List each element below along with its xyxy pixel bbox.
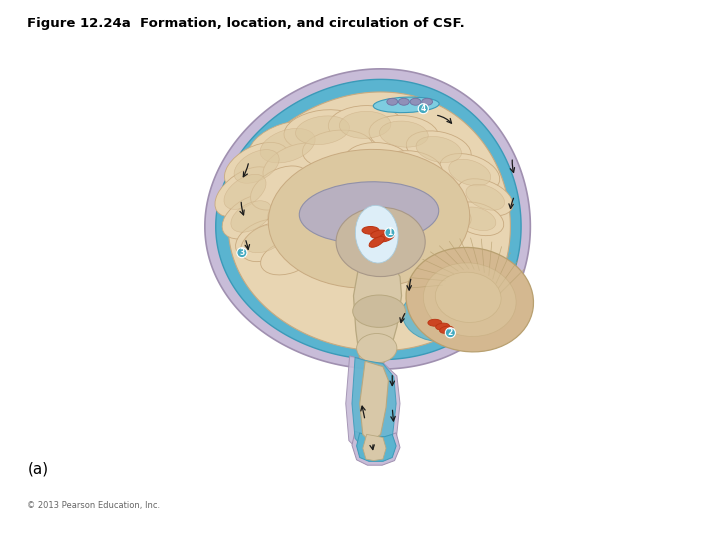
- Ellipse shape: [269, 150, 469, 288]
- Ellipse shape: [248, 121, 327, 170]
- Ellipse shape: [422, 98, 433, 105]
- Circle shape: [385, 228, 395, 238]
- Ellipse shape: [440, 326, 454, 333]
- Ellipse shape: [300, 182, 438, 244]
- Ellipse shape: [440, 153, 500, 192]
- Ellipse shape: [371, 230, 387, 238]
- Ellipse shape: [260, 129, 315, 163]
- Ellipse shape: [406, 131, 471, 168]
- Ellipse shape: [240, 222, 296, 261]
- Ellipse shape: [423, 263, 516, 336]
- Ellipse shape: [339, 111, 391, 138]
- Circle shape: [446, 328, 456, 338]
- Ellipse shape: [335, 165, 403, 203]
- Ellipse shape: [406, 247, 534, 352]
- Ellipse shape: [373, 97, 439, 113]
- Ellipse shape: [459, 207, 496, 231]
- Ellipse shape: [356, 205, 398, 263]
- Ellipse shape: [422, 199, 471, 231]
- Ellipse shape: [398, 98, 409, 105]
- Ellipse shape: [224, 174, 266, 210]
- Ellipse shape: [458, 179, 513, 215]
- Ellipse shape: [251, 166, 310, 210]
- Ellipse shape: [356, 192, 413, 223]
- Ellipse shape: [451, 202, 504, 235]
- Ellipse shape: [436, 272, 501, 322]
- Text: 3: 3: [239, 248, 245, 257]
- Ellipse shape: [297, 161, 363, 199]
- Ellipse shape: [428, 319, 442, 326]
- Text: (a): (a): [27, 461, 48, 476]
- Ellipse shape: [296, 116, 349, 145]
- Ellipse shape: [235, 219, 293, 259]
- Ellipse shape: [263, 143, 328, 187]
- Polygon shape: [205, 69, 531, 369]
- Ellipse shape: [449, 159, 491, 186]
- Ellipse shape: [222, 194, 280, 239]
- Polygon shape: [354, 261, 402, 369]
- Ellipse shape: [261, 240, 315, 275]
- Ellipse shape: [410, 98, 421, 105]
- Ellipse shape: [225, 143, 289, 191]
- Ellipse shape: [356, 334, 397, 363]
- Ellipse shape: [416, 137, 462, 163]
- Ellipse shape: [336, 207, 426, 276]
- Ellipse shape: [369, 116, 438, 153]
- Polygon shape: [360, 361, 388, 442]
- Ellipse shape: [344, 143, 410, 180]
- Ellipse shape: [378, 233, 394, 242]
- Ellipse shape: [381, 151, 442, 187]
- Polygon shape: [346, 356, 400, 457]
- Polygon shape: [352, 431, 400, 465]
- Polygon shape: [363, 434, 386, 461]
- Polygon shape: [352, 357, 396, 454]
- Circle shape: [418, 104, 428, 114]
- Ellipse shape: [285, 181, 344, 218]
- Polygon shape: [216, 79, 521, 360]
- Ellipse shape: [362, 226, 379, 234]
- Ellipse shape: [379, 121, 428, 147]
- Ellipse shape: [268, 192, 328, 231]
- Ellipse shape: [466, 184, 505, 210]
- Ellipse shape: [284, 110, 361, 151]
- Ellipse shape: [353, 295, 405, 327]
- Ellipse shape: [369, 237, 384, 247]
- Text: 4: 4: [420, 104, 426, 113]
- Text: Figure 12.24a  Formation, location, and circulation of CSF.: Figure 12.24a Formation, location, and c…: [27, 17, 465, 30]
- Ellipse shape: [302, 130, 374, 169]
- Ellipse shape: [392, 187, 446, 219]
- Text: 1: 1: [387, 228, 392, 237]
- Polygon shape: [228, 92, 510, 350]
- Ellipse shape: [231, 201, 271, 232]
- Ellipse shape: [387, 98, 397, 105]
- Ellipse shape: [328, 106, 402, 144]
- Ellipse shape: [402, 289, 472, 341]
- Circle shape: [237, 248, 247, 258]
- Ellipse shape: [215, 167, 275, 217]
- Ellipse shape: [320, 187, 379, 220]
- Ellipse shape: [244, 225, 284, 253]
- Text: 2: 2: [448, 328, 453, 338]
- Text: © 2013 Pearson Education, Inc.: © 2013 Pearson Education, Inc.: [27, 501, 161, 510]
- Polygon shape: [356, 433, 396, 461]
- Ellipse shape: [436, 323, 449, 330]
- Ellipse shape: [234, 150, 279, 183]
